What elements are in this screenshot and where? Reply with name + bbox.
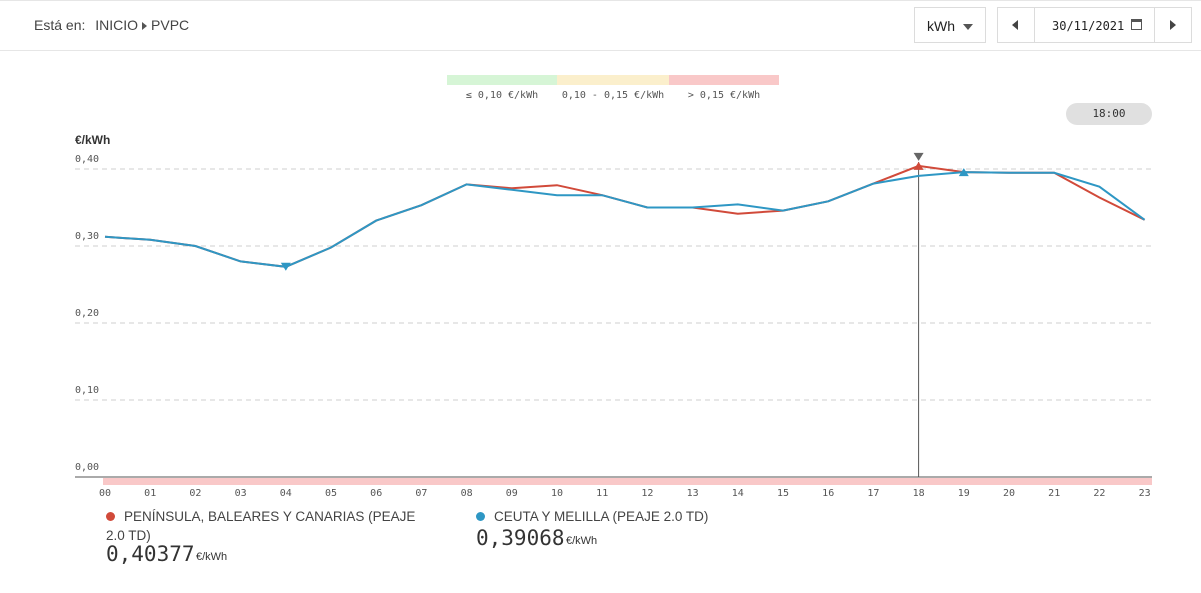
legend-band-high bbox=[669, 75, 779, 85]
breadcrumb-inicio[interactable]: INICIO bbox=[95, 17, 139, 33]
y-tick-label: 0,00 bbox=[75, 462, 99, 473]
series-unit-ceuta: €/kWh bbox=[566, 535, 598, 547]
top-border bbox=[0, 0, 1201, 1]
series-unit-peninsula: €/kWh bbox=[196, 551, 228, 563]
min-marker-icon bbox=[280, 262, 291, 271]
breadcrumb: Está en: INICIO PVPC bbox=[34, 17, 189, 33]
y-tick-label: 0,30 bbox=[75, 231, 99, 242]
x-tick-label: 20 bbox=[1003, 488, 1015, 499]
x-tick-label: 19 bbox=[958, 488, 970, 499]
y-axis-label: €/kWh bbox=[75, 133, 110, 147]
selected-time-badge[interactable]: 18:00 bbox=[1066, 103, 1152, 125]
x-tick-label: 04 bbox=[280, 488, 292, 499]
x-tick-label: 14 bbox=[732, 488, 744, 499]
ceuta-max-marker-icon bbox=[958, 168, 969, 177]
legend-band-low bbox=[447, 75, 557, 85]
date-picker: 30/11/2021 bbox=[997, 7, 1192, 43]
x-tick-label: 12 bbox=[641, 488, 653, 499]
unit-select-value: kWh bbox=[927, 18, 955, 34]
previous-day-button[interactable] bbox=[998, 8, 1035, 42]
series-name-ceuta: CEUTA Y MELILLA (PEAJE 2.0 TD) bbox=[494, 509, 709, 524]
max-marker-down-icon bbox=[913, 152, 924, 161]
header-bar: Está en: INICIO PVPC kWh 30/11/2021 bbox=[0, 0, 1201, 51]
x-tick-label: 07 bbox=[415, 488, 427, 499]
breadcrumb-label: Está en: bbox=[34, 17, 86, 33]
date-field[interactable]: 30/11/2021 bbox=[1052, 19, 1125, 33]
series-name-peninsula: PENÍNSULA, BALEARES Y CANARIAS (PEAJE 2.… bbox=[106, 509, 416, 543]
legend-dot-ceuta bbox=[476, 512, 485, 521]
x-tick-label: 16 bbox=[822, 488, 834, 499]
x-tick-label: 10 bbox=[551, 488, 563, 499]
x-tick-label: 03 bbox=[235, 488, 247, 499]
chevron-down-icon bbox=[963, 24, 973, 30]
legend-dot-peninsula bbox=[106, 512, 115, 521]
x-tick-label: 02 bbox=[189, 488, 201, 499]
x-tick-label: 08 bbox=[461, 488, 473, 499]
legend-label-high: > 0,15 €/kWh bbox=[687, 90, 761, 101]
series-value-peninsula: 0,40377 bbox=[106, 542, 195, 566]
y-tick-label: 0,20 bbox=[75, 308, 99, 319]
x-tick-label: 00 bbox=[99, 488, 111, 499]
calendar-icon[interactable] bbox=[1131, 19, 1142, 30]
x-tick-label: 01 bbox=[144, 488, 156, 499]
legend-band-mid bbox=[557, 75, 669, 85]
x-tick-label: 15 bbox=[777, 488, 789, 499]
x-tick-label: 06 bbox=[370, 488, 382, 499]
x-tick-label: 17 bbox=[867, 488, 879, 499]
x-tick-label: 13 bbox=[687, 488, 699, 499]
legend-label-low: ≤ 0,10 €/kWh bbox=[465, 90, 539, 101]
breadcrumb-pvpc[interactable]: PVPC bbox=[151, 17, 190, 33]
legend-label-mid: 0,10 - 0,15 €/kWh bbox=[561, 90, 665, 101]
y-tick-label: 0,40 bbox=[75, 154, 99, 165]
series-value-ceuta: 0,39068 bbox=[476, 526, 565, 550]
series-line-peninsula bbox=[104, 164, 1146, 268]
arrow-left-icon bbox=[1012, 20, 1018, 30]
x-tick-label: 09 bbox=[506, 488, 518, 499]
unit-select[interactable]: kWh bbox=[914, 7, 986, 43]
x-tick-label: 11 bbox=[596, 488, 608, 499]
peninsula-max-marker-icon bbox=[913, 161, 924, 170]
next-day-button[interactable] bbox=[1154, 8, 1191, 42]
x-tick-label: 05 bbox=[325, 488, 337, 499]
series-line-ceuta bbox=[104, 171, 1146, 268]
price-band-bar bbox=[103, 478, 1152, 485]
x-tick-label: 22 bbox=[1093, 488, 1105, 499]
x-tick-label: 18 bbox=[913, 488, 925, 499]
arrow-right-icon bbox=[1170, 20, 1176, 30]
breadcrumb-separator-icon bbox=[142, 21, 148, 30]
y-tick-label: 0,10 bbox=[75, 385, 99, 396]
x-tick-label: 21 bbox=[1048, 488, 1060, 499]
x-tick-label: 23 bbox=[1139, 488, 1151, 499]
